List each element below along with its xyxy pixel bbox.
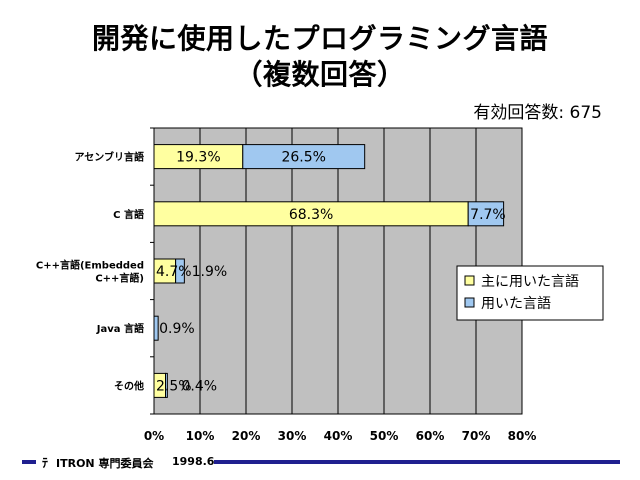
bar-secondary (175, 258, 185, 284)
category-label: C 言語 (113, 208, 144, 221)
category-label: C++言語(Embedded (36, 259, 144, 272)
bar-secondary (165, 372, 168, 398)
chart-title-line1: 開発に使用したプログラミング言語 (91, 22, 548, 55)
legend-swatch (464, 275, 475, 286)
legend-label: 用いた言語 (481, 296, 551, 312)
bar-secondary (467, 201, 505, 227)
legend-label: 主に用いた言語 (481, 274, 579, 290)
footer-logo: ﾃ (42, 456, 49, 470)
data-label-primary: 68.3% (289, 207, 333, 223)
bar-secondary (242, 144, 366, 170)
x-tick-label: 70% (462, 429, 491, 443)
bar-primary (153, 201, 469, 227)
x-tick-label: 30% (278, 429, 307, 443)
x-tick-label: 0% (144, 429, 164, 443)
footer-bar-left (22, 460, 36, 464)
category-label: アセンブリ言語 (75, 151, 145, 164)
x-tick-label: 10% (186, 429, 215, 443)
x-tick-label: 80% (508, 429, 537, 443)
bar-primary (153, 144, 244, 170)
x-tick-label: 50% (370, 429, 399, 443)
x-tick-label: 60% (416, 429, 445, 443)
data-label-secondary: 1.9% (192, 264, 228, 280)
x-tick-label: 40% (324, 429, 353, 443)
legend-swatch (464, 297, 475, 308)
category-label: その他 (114, 379, 144, 392)
category-label: C++言語) (95, 272, 144, 285)
legend-box (456, 265, 604, 321)
bar-secondary (153, 315, 159, 341)
data-label-secondary: 0.9% (159, 321, 195, 337)
data-label-primary: 2.5% (156, 378, 192, 394)
data-label-secondary: 0.4% (182, 378, 218, 394)
footer-date: 1998.6 (172, 455, 215, 468)
data-label-secondary: 26.5% (281, 150, 325, 166)
response-count: 有効回答数: 675 (473, 103, 602, 123)
category-label: Java 言語 (96, 322, 144, 335)
footer-bar (214, 460, 620, 464)
data-label-primary: 19.3% (176, 150, 220, 166)
footer-organization: ITRON 専門委員会 (56, 457, 154, 470)
data-label-secondary: 7.7% (470, 207, 506, 223)
x-tick-label: 20% (232, 429, 261, 443)
chart-title-line2: （複数回答） (234, 58, 406, 91)
data-label-primary: 4.7% (156, 264, 192, 280)
